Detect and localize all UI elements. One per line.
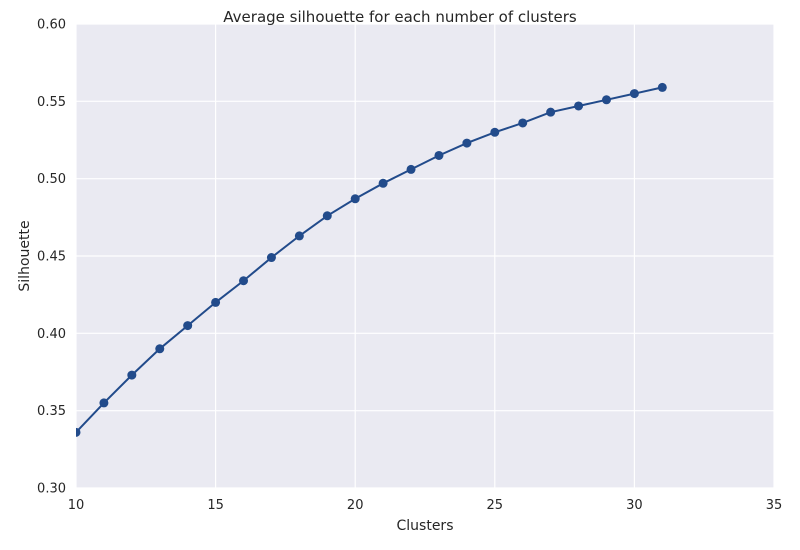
series-line bbox=[76, 86, 663, 434]
data-point bbox=[629, 89, 639, 99]
data-point bbox=[183, 321, 193, 331]
y-tick-label: 0.45 bbox=[37, 250, 66, 265]
data-point bbox=[378, 178, 388, 188]
y-tick-label: 0.35 bbox=[37, 404, 66, 419]
x-tick-label: 25 bbox=[487, 498, 504, 513]
data-point bbox=[490, 127, 500, 137]
data-point bbox=[155, 344, 165, 354]
y-tick-label: 0.50 bbox=[37, 172, 66, 187]
x-tick-labels: 10 15 20 25 30 35 bbox=[68, 498, 783, 513]
data-point bbox=[76, 427, 81, 437]
data-point bbox=[350, 194, 360, 204]
data-point bbox=[406, 164, 416, 174]
grid-lines bbox=[75, 23, 775, 489]
data-point bbox=[546, 107, 556, 117]
x-tick-label: 20 bbox=[347, 498, 364, 513]
series-layer bbox=[76, 82, 667, 437]
y-tick-label: 0.40 bbox=[37, 327, 66, 342]
chart-title: Average silhouette for each number of cl… bbox=[223, 8, 577, 26]
data-point bbox=[462, 138, 472, 148]
data-point bbox=[239, 276, 249, 286]
y-tick-labels: 0.30 0.35 0.40 0.45 0.50 0.55 0.60 bbox=[37, 18, 66, 497]
data-point bbox=[127, 370, 137, 380]
data-point bbox=[266, 253, 276, 263]
x-tick-label: 15 bbox=[207, 498, 224, 513]
data-point bbox=[518, 118, 528, 128]
x-tick-label: 35 bbox=[766, 498, 783, 513]
series-0 bbox=[76, 82, 667, 437]
y-tick-label: 0.60 bbox=[37, 18, 66, 33]
data-point bbox=[322, 211, 332, 221]
data-point bbox=[601, 95, 611, 105]
x-tick-label: 10 bbox=[68, 498, 85, 513]
y-axis-label: Silhouette bbox=[17, 220, 33, 291]
y-tick-label: 0.30 bbox=[37, 482, 66, 497]
data-point bbox=[434, 150, 444, 160]
data-point bbox=[99, 398, 109, 408]
data-point bbox=[657, 82, 667, 92]
y-tick-label: 0.55 bbox=[37, 95, 66, 110]
data-point bbox=[574, 101, 584, 111]
x-tick-label: 30 bbox=[626, 498, 643, 513]
data-point bbox=[211, 297, 221, 307]
x-axis-label: Clusters bbox=[397, 518, 454, 534]
data-point bbox=[294, 231, 304, 241]
